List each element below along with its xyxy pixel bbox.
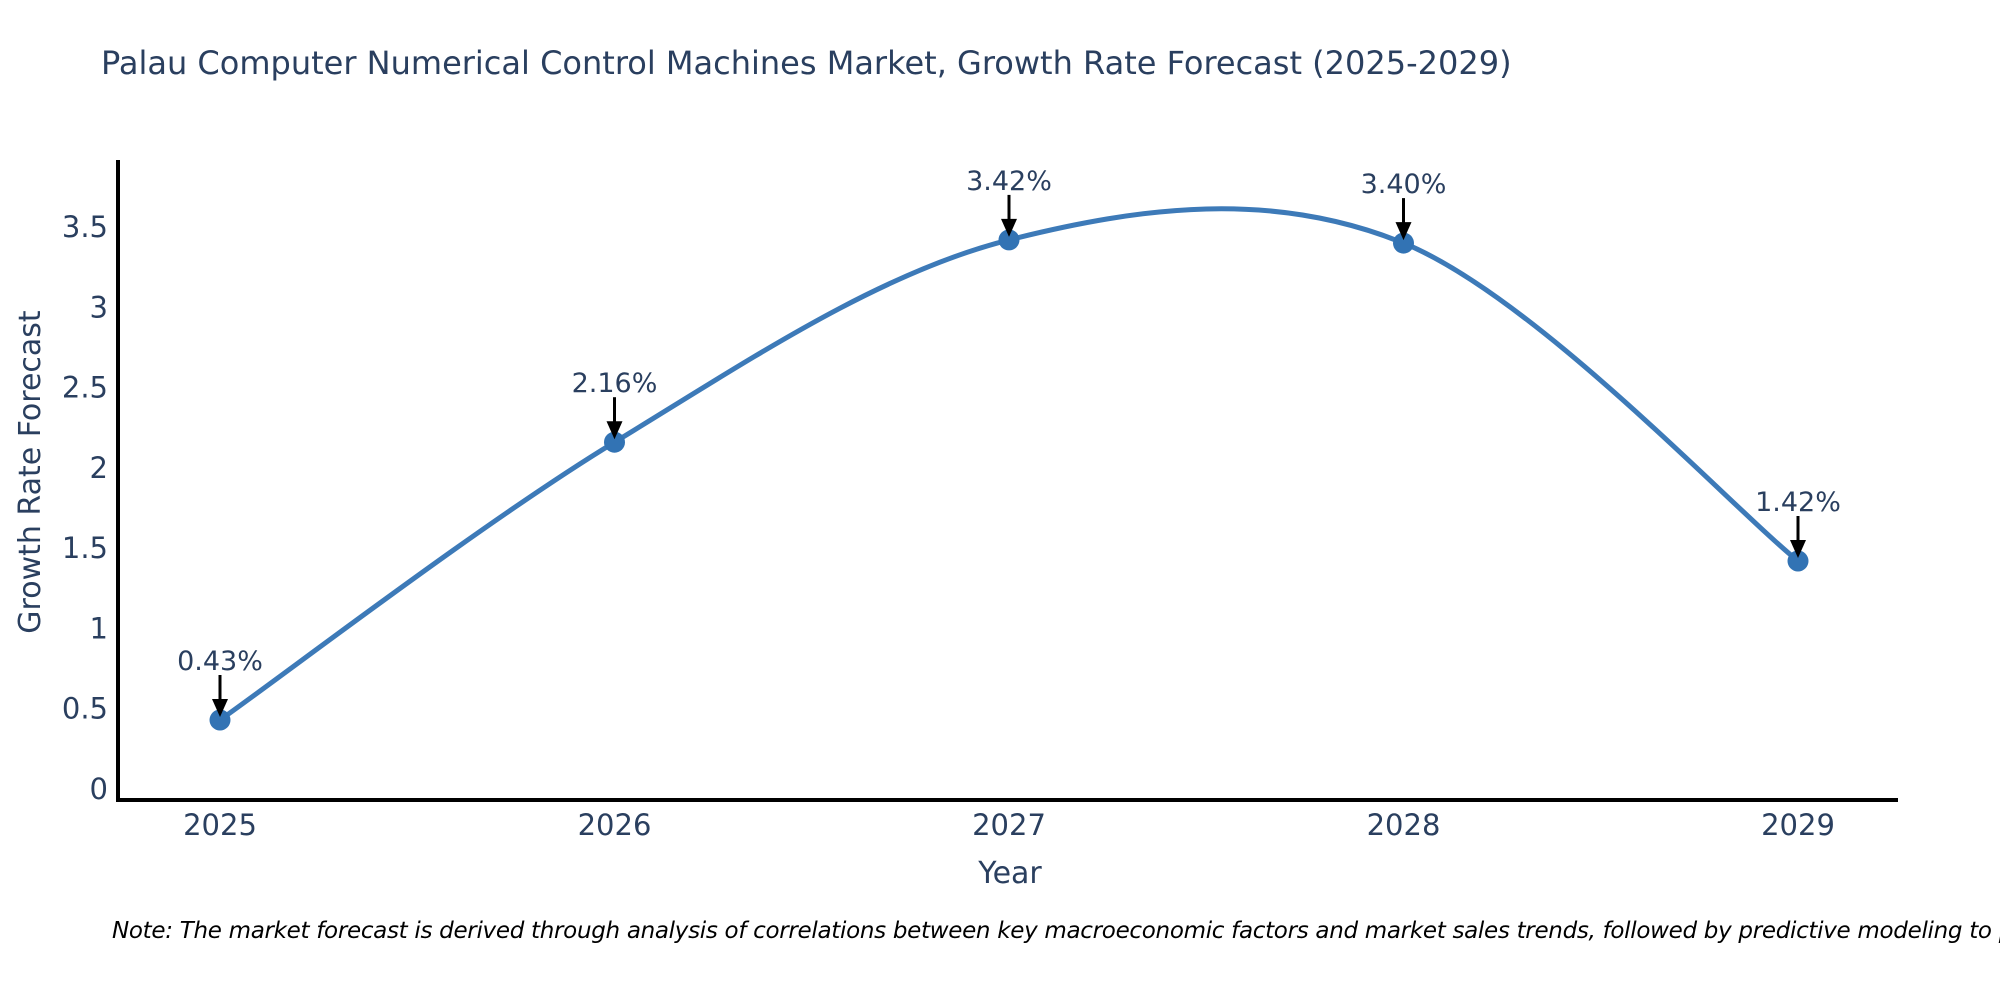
x-tick-label: 2026 [578,808,652,842]
annotation-arrowhead [212,699,228,717]
annotation-label: 3.40% [1361,169,1447,200]
data-point-marker[interactable] [998,229,1020,251]
annotation-arrowhead [1395,222,1412,241]
data-point-marker[interactable] [604,431,625,453]
annotation-label: 1.42% [1755,487,1841,518]
y-tick-label: 0 [90,772,108,806]
x-tick-label: 2025 [183,808,257,842]
y-tick-label: 1 [90,611,108,645]
y-tick-label: 2.5 [62,371,108,405]
annotation-label: 0.43% [177,646,263,677]
data-point-marker[interactable] [209,709,231,731]
annotation-arrowhead [1001,218,1017,237]
y-tick-label: 3.5 [62,210,108,244]
data-point-marker[interactable] [1393,232,1414,254]
y-tick-label: 3 [90,290,108,324]
y-tick-label: 0.5 [62,692,108,726]
y-axis-title: Growth Rate Forecast [13,310,48,634]
x-tick-label: 2028 [1367,808,1441,842]
x-tick-label: 2029 [1761,808,1835,842]
annotation-label: 3.42% [966,166,1052,197]
y-tick-label: 2 [90,451,108,485]
forecast-line [217,206,1801,723]
data-point-marker[interactable] [1787,550,1809,572]
x-tick-label: 2027 [972,808,1046,842]
y-tick-label: 1.5 [62,531,108,565]
footnote: Note: The market forecast is derived thr… [112,918,2000,944]
chart-title: Palau Computer Numerical Control Machine… [101,44,1512,82]
annotation-arrowhead [1790,540,1806,558]
annotation-label: 2.16% [572,368,658,399]
x-axis-title: Year [977,856,1042,891]
annotation-arrowhead [606,421,623,440]
